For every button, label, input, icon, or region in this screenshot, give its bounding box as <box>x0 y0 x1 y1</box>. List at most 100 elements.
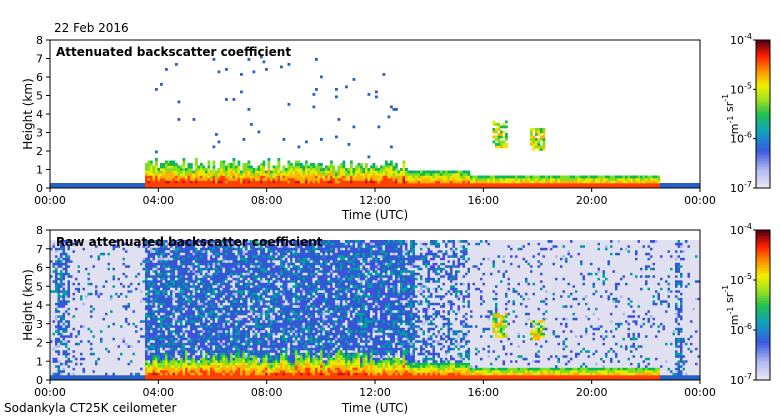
heatmap-cell <box>217 170 221 174</box>
heatmap-cell <box>137 317 141 321</box>
heatmap-cell <box>380 178 383 181</box>
heatmap-cell <box>437 185 441 189</box>
heatmap-cell <box>155 265 158 268</box>
heatmap-cell <box>402 168 406 171</box>
heatmap-cell <box>67 270 71 273</box>
heatmap-cell <box>255 170 258 174</box>
heatmap-cell <box>212 173 216 176</box>
heatmap-cell <box>110 270 113 273</box>
heatmap-cell <box>167 282 171 286</box>
heatmap-cell <box>125 245 128 248</box>
heatmap-cell <box>457 178 461 181</box>
heatmap-cell <box>65 252 68 256</box>
heatmap-cell <box>95 297 98 301</box>
heatmap-cell <box>182 262 186 266</box>
heatmap-cell <box>567 178 571 181</box>
heatmap-cell <box>62 287 66 291</box>
heatmap-cell <box>145 325 148 328</box>
heatmap-cell <box>127 317 131 321</box>
heatmap-cell <box>127 252 131 256</box>
heatmap-cell <box>175 282 178 286</box>
heatmap-cell <box>105 247 108 251</box>
heatmap-cell <box>82 367 86 371</box>
heatmap-cell <box>312 185 316 189</box>
heatmap-cell <box>65 347 68 351</box>
heatmap-cell <box>122 185 126 189</box>
heatmap-cell <box>185 287 188 291</box>
heatmap-cell <box>485 180 488 184</box>
heatmap-cell <box>297 163 301 166</box>
heatmap-cell <box>97 320 101 323</box>
heatmap-cell <box>532 138 536 141</box>
heatmap-cell <box>170 257 173 261</box>
heatmap-cell <box>352 175 356 179</box>
heatmap-cell <box>50 297 53 301</box>
heatmap-cell <box>85 347 88 351</box>
heatmap-cell <box>465 185 468 189</box>
heatmap-cell <box>90 295 93 298</box>
heatmap-cell <box>590 175 593 179</box>
heatmap-cell <box>52 340 56 343</box>
heatmap-cell <box>132 317 136 321</box>
panel1-x-axis: 00:00 04:00 08:00 12:00 16:00 20:00 00:00 <box>34 188 716 207</box>
heatmap-cell <box>145 307 148 311</box>
heatmap-cell <box>382 178 386 181</box>
heatmap-cell <box>395 168 398 171</box>
heatmap-cell <box>187 168 191 171</box>
heatmap-cell <box>535 178 538 181</box>
heatmap-cell <box>65 330 68 333</box>
heatmap-cell <box>262 163 266 166</box>
heatmap-cell <box>177 355 181 358</box>
heatmap-cell <box>50 260 53 263</box>
heatmap-cell <box>405 178 408 181</box>
heatmap-cell <box>85 330 88 333</box>
heatmap-cell <box>80 300 83 303</box>
heatmap-cell <box>125 370 128 373</box>
heatmap-cell <box>62 275 66 278</box>
heatmap-cell <box>105 275 108 278</box>
heatmap-cell <box>75 255 78 258</box>
heatmap-cell <box>222 178 226 181</box>
heatmap-cell <box>635 178 638 181</box>
heatmap-cell <box>325 170 328 174</box>
heatmap-cell <box>70 185 73 189</box>
heatmap-cell <box>57 307 61 311</box>
heatmap-cell <box>115 317 118 321</box>
heatmap-cell <box>142 290 146 293</box>
heatmap-cell <box>160 347 163 351</box>
heatmap-cell <box>155 355 158 358</box>
heatmap-cell <box>375 165 378 169</box>
heatmap-cell <box>255 180 258 184</box>
heatmap-cell <box>110 332 113 336</box>
heatmap-cell <box>492 128 496 131</box>
heatmap-cell <box>352 170 356 174</box>
heatmap-cell <box>390 165 393 169</box>
heatmap-cell <box>97 340 101 343</box>
heatmap-cell <box>180 185 183 189</box>
heatmap-cell <box>155 287 158 291</box>
heatmap-cell <box>100 302 103 306</box>
heatmap-cell <box>75 307 78 311</box>
heatmap-cell <box>80 350 83 353</box>
heatmap-cell <box>117 332 121 336</box>
heatmap-cell <box>137 355 141 358</box>
heatmap-cell <box>120 267 123 271</box>
heatmap-cell <box>542 138 546 141</box>
heatmap-cell <box>137 242 141 246</box>
heatmap-cell <box>172 272 176 276</box>
heatmap-cell <box>175 295 178 298</box>
heatmap-cell <box>577 180 581 184</box>
heatmap-cell <box>90 340 93 343</box>
heatmap-cell <box>115 312 118 316</box>
heatmap-cell <box>640 183 643 186</box>
heatmap-cell <box>60 360 63 363</box>
heatmap-cell <box>412 183 416 186</box>
heatmap-cell <box>310 183 313 186</box>
heatmap-cell <box>107 377 111 381</box>
heatmap-cell <box>167 280 171 283</box>
heatmap-cell <box>170 178 173 181</box>
heatmap-cell <box>295 175 298 179</box>
heatmap-cell <box>57 330 61 333</box>
heatmap-cell <box>505 120 508 124</box>
